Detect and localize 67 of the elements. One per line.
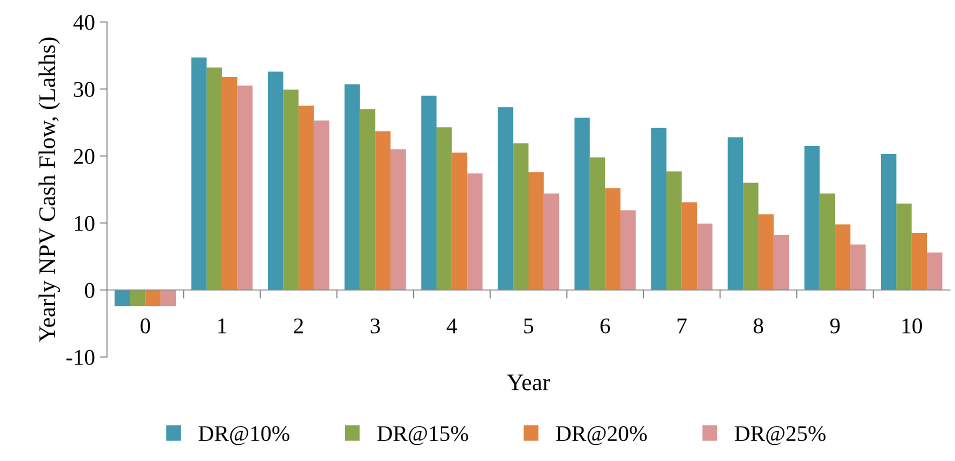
bar: [375, 131, 391, 290]
bar: [682, 202, 698, 290]
x-tick-label: 9: [830, 318, 840, 334]
y-tick-label: 30: [74, 82, 94, 97]
bar: [222, 76, 238, 290]
y-tick-label: 0: [84, 282, 94, 298]
bar: [651, 128, 666, 290]
x-tick-label: 7: [678, 318, 687, 334]
bar: [160, 290, 176, 306]
x-tick-label: 0: [140, 318, 150, 334]
bar: [298, 106, 314, 290]
bar: [620, 210, 636, 290]
bar: [206, 68, 222, 290]
bar: [820, 194, 836, 290]
bar: [513, 143, 528, 290]
bar: [344, 84, 360, 290]
x-tick-label: 6: [600, 318, 610, 334]
x-tick-label: 5: [524, 318, 534, 334]
bar: [728, 137, 744, 290]
legend-label: DR@25%: [734, 426, 826, 446]
bar: [467, 173, 483, 290]
bar: [743, 182, 758, 290]
y-tick-label: 40: [73, 14, 94, 30]
bar: [804, 146, 820, 290]
x-tick-label: 4: [446, 318, 458, 334]
bar: [191, 58, 207, 290]
y-tick-label: 20: [74, 148, 94, 164]
x-tick-label: 1: [218, 318, 226, 334]
bar: [590, 157, 606, 290]
y-tick-label: -10: [66, 350, 94, 365]
x-tick-label: 10: [902, 318, 922, 334]
bar: [774, 235, 790, 290]
bar: [314, 120, 330, 290]
bar: [912, 233, 928, 290]
bar: [436, 127, 452, 290]
bar: [114, 290, 130, 306]
y-tick-label: 10: [74, 216, 94, 231]
x-tick-label: 8: [754, 318, 764, 334]
bar: [881, 154, 896, 290]
bar: [452, 152, 468, 290]
bar: [268, 72, 284, 290]
bar: [697, 224, 712, 290]
bar: [666, 171, 682, 290]
x-tick-label: 2: [294, 318, 303, 334]
bar: [896, 204, 912, 290]
bar: [835, 224, 850, 290]
bar: [145, 290, 161, 306]
bar: [850, 244, 866, 290]
bar: [574, 118, 590, 290]
x-axis-title: Year: [507, 374, 550, 390]
bar: [360, 109, 376, 290]
bar: [421, 96, 437, 290]
bar: [390, 149, 406, 290]
bar: [528, 172, 544, 290]
y-axis-title: Yearly NPV Cash Flow, (Lakhs): [38, 38, 60, 342]
bar: [758, 214, 774, 290]
bar: [605, 188, 620, 290]
legend-label: DR@10%: [198, 426, 290, 446]
x-tick-label: 3: [370, 318, 380, 334]
legend-label: DR@20%: [556, 426, 647, 446]
legend-label: DR@15%: [377, 426, 468, 446]
bar: [544, 194, 560, 290]
bar: [927, 252, 942, 290]
bar: [283, 90, 299, 290]
bar: [498, 107, 514, 290]
bar: [130, 290, 146, 306]
bar: [237, 86, 253, 290]
